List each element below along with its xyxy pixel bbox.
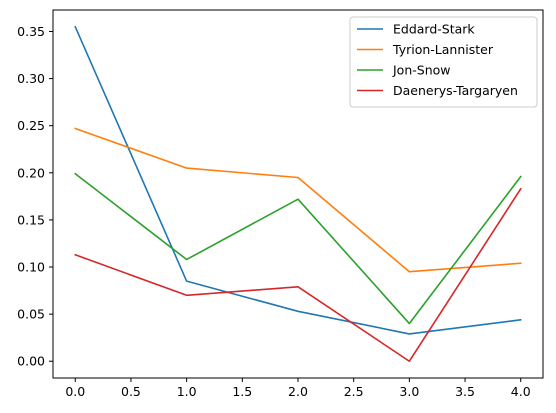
series-line-jon-snow xyxy=(74,172,522,325)
series-layer xyxy=(74,25,522,363)
legend-label: Daenerys-Targaryen xyxy=(393,83,518,98)
legend-label: Jon-Snow xyxy=(392,63,451,78)
y-tick-label: 0.05 xyxy=(17,307,45,322)
x-tick-label: 3.0 xyxy=(399,384,419,399)
x-tick-label: 2.0 xyxy=(288,384,308,399)
series-line-eddard-stark xyxy=(74,25,522,335)
x-tick-label: 0.0 xyxy=(65,384,85,399)
series-line-tyrion-lannister xyxy=(74,127,522,273)
x-tick-label: 1.5 xyxy=(232,384,252,399)
y-tick-label: 0.20 xyxy=(17,165,45,180)
y-tick-label: 0.25 xyxy=(17,118,45,133)
x-axis: 0.0 0.5 1.0 1.5 2.0 2.5 3.0 3.5 4.0 xyxy=(65,378,531,399)
x-tick-label: 0.5 xyxy=(121,384,141,399)
legend-label: Eddard-Stark xyxy=(393,22,475,37)
legend: Eddard-Stark Tyrion-Lannister Jon-Snow Daen… xyxy=(349,16,538,108)
legend-label: Tyrion-Lannister xyxy=(392,42,494,57)
y-tick-label: 0.30 xyxy=(17,71,45,86)
x-tick-label: 1.0 xyxy=(177,384,197,399)
legend-box xyxy=(349,16,538,108)
y-tick-label: 0.10 xyxy=(17,260,45,275)
x-tick-label: 4.0 xyxy=(511,384,531,399)
x-tick-label: 3.5 xyxy=(455,384,475,399)
y-tick-label: 0.00 xyxy=(17,354,45,369)
series-line-daenerys-targaryen xyxy=(74,187,522,363)
x-tick-label: 2.5 xyxy=(344,384,364,399)
y-axis: 0.00 0.05 0.10 0.15 0.20 0.25 0.30 0.35 xyxy=(17,24,53,369)
y-tick-label: 0.15 xyxy=(17,212,45,227)
y-tick-label: 0.35 xyxy=(17,24,45,39)
